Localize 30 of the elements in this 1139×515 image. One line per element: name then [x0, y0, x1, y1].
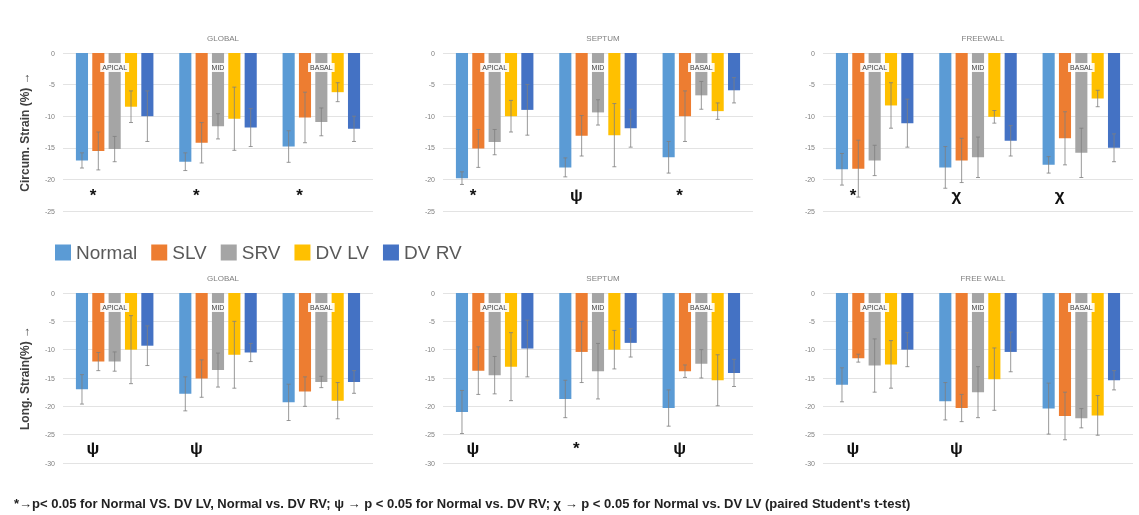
chart-title: SEPTUM [586, 273, 620, 283]
legend-label: Normal [76, 242, 138, 263]
annotation: ψ [673, 439, 687, 459]
annotation: ψ [189, 439, 203, 459]
annotation: * [849, 185, 857, 205]
annotation: ψ [569, 185, 583, 205]
y-axis-title: Circum. Strain (%) → [18, 72, 32, 192]
legend-label: SRV [241, 242, 281, 263]
annotation: * [676, 185, 684, 205]
annotation: * [572, 439, 580, 459]
chart-title: GLOBAL [206, 33, 240, 43]
annotation: * [296, 185, 304, 205]
annotation: * [192, 185, 200, 205]
legend-label: DV RV [403, 242, 463, 263]
text: *→p< 0.05 for Normal VS. DV LV, Normal vs. DV RV; ψ → p < 0.05 for Normal vs. DV RV; χ → p < 0.05 for Normal vs. DV LV (paired Student's t-test) [14, 495, 912, 512]
annotation: ψ [846, 439, 860, 459]
annotation: ψ [949, 439, 963, 459]
annotation: χ [1054, 185, 1065, 205]
annotation: * [469, 185, 477, 205]
y-axis-title: Long. Strain(%) → [18, 326, 32, 430]
legend-label: DV LV [315, 242, 370, 263]
chart-title: FREEWALL [961, 33, 1005, 43]
annotation: ψ [86, 439, 100, 459]
chart-title: FREE WALL [960, 273, 1007, 283]
legend-label: SLV [172, 242, 208, 263]
annotation: χ [951, 185, 962, 205]
annotation: ψ [466, 439, 480, 459]
chart-title: SEPTUM [586, 33, 620, 43]
chart-title: GLOBAL [206, 273, 240, 283]
annotation: * [89, 185, 97, 205]
